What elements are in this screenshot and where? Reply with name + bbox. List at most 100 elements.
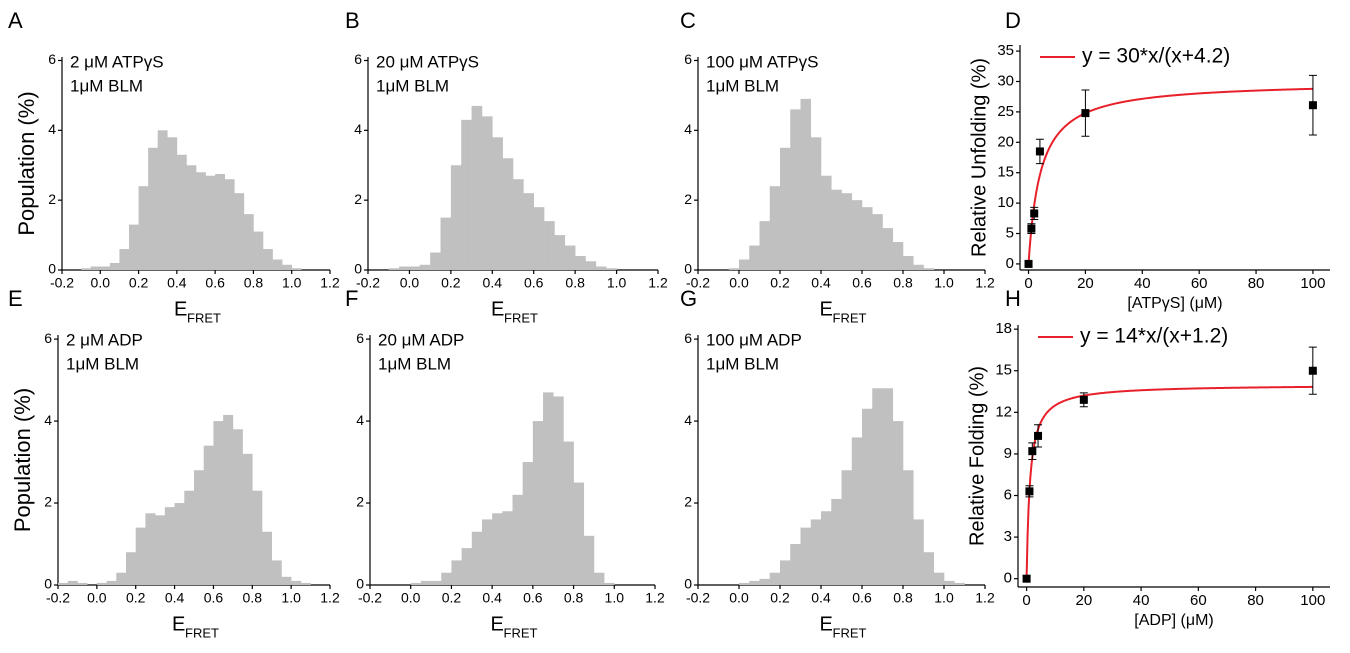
bar: [194, 470, 205, 585]
bar: [913, 264, 924, 270]
point: [1081, 109, 1090, 118]
x-tick-label: 60: [1190, 592, 1207, 609]
bar: [790, 544, 801, 585]
bar: [851, 200, 863, 270]
x-tick-label: 0.0: [729, 275, 749, 291]
bar: [215, 173, 226, 270]
x-tick-label: 0.6: [523, 590, 543, 606]
x-tick-label: 0.4: [483, 275, 503, 291]
y-tick-label: 25: [997, 103, 1014, 120]
point: [1027, 224, 1036, 233]
bar: [129, 224, 139, 270]
bar: [595, 266, 607, 270]
y-tick-label: 30: [997, 72, 1014, 89]
panel-letter: E: [8, 286, 23, 311]
x-label-subscript: FRET: [833, 310, 867, 325]
y-tick-label: 0: [356, 576, 364, 592]
bar: [523, 193, 535, 270]
x-tick-label: 20: [1077, 275, 1094, 292]
y-tick-label: 2: [684, 494, 692, 510]
bar: [841, 470, 853, 585]
bar: [821, 511, 832, 585]
y-tick-label: 0: [48, 261, 56, 277]
y-tick-label: 18: [995, 320, 1012, 337]
x-label: E: [491, 613, 504, 635]
bar: [759, 221, 771, 270]
x-tick-label: 0: [1024, 275, 1032, 292]
annotation: 1μM BLM: [706, 76, 779, 95]
point: [1035, 147, 1044, 156]
x-tick-label: 60: [1191, 275, 1208, 292]
x-tick-label: 0.4: [811, 275, 831, 291]
bar: [253, 231, 264, 270]
bar: [739, 582, 750, 585]
bar: [522, 462, 534, 585]
bar: [263, 249, 273, 270]
bar: [512, 494, 523, 585]
y-tick-label: 9: [1004, 445, 1012, 462]
y-tick-label: 10: [997, 194, 1014, 211]
x-tick-label: 40: [1133, 592, 1150, 609]
bar: [862, 408, 873, 585]
y-label: Population (%): [10, 388, 35, 532]
bar: [440, 217, 452, 270]
bar: [106, 580, 117, 585]
x-label: [ATPγS] (μM): [1127, 295, 1222, 312]
y-tick-label: 0: [354, 261, 362, 277]
x-tick-label: 0.8: [564, 590, 584, 606]
point: [1025, 487, 1034, 496]
x-tick-label: 0.2: [441, 275, 461, 291]
annotation: 1μM BLM: [376, 76, 449, 95]
panel-letter: C: [680, 8, 696, 33]
y-tick-label: 4: [684, 412, 692, 428]
y-tick-label: 6: [684, 330, 692, 346]
y-tick-label: 3: [1004, 528, 1012, 545]
bar: [841, 193, 853, 270]
bar: [409, 266, 421, 270]
bar: [553, 396, 564, 585]
x-label: [ADP] (μM): [1134, 612, 1213, 629]
y-label: Population (%): [14, 91, 39, 235]
bar: [800, 527, 812, 585]
bar: [872, 214, 883, 270]
x-tick-label: 0.6: [204, 590, 224, 606]
x-tick-label: 0.2: [770, 275, 790, 291]
bar: [872, 388, 883, 585]
bar: [243, 214, 254, 270]
bar: [450, 165, 462, 270]
x-label-subscript: FRET: [504, 310, 538, 325]
bar: [944, 580, 955, 585]
bar: [430, 252, 441, 270]
x-tick-label: -0.2: [686, 275, 710, 291]
x-tick-label: 1.2: [320, 275, 340, 291]
bar: [271, 560, 282, 585]
x-tick-label: 0.6: [852, 590, 872, 606]
x-tick-label: 0.6: [524, 275, 544, 291]
x-tick-label: 1.2: [648, 275, 668, 291]
fit-curve: [1027, 87, 1313, 264]
y-tick-label: 6: [48, 51, 56, 67]
bar: [174, 503, 185, 585]
bar: [262, 531, 273, 585]
bar: [224, 179, 235, 270]
bar: [109, 263, 120, 270]
bar: [167, 137, 178, 270]
bar: [892, 242, 904, 270]
bar: [810, 519, 822, 585]
x-tick-label: 20: [1075, 592, 1092, 609]
bar: [780, 560, 791, 585]
bar: [451, 560, 462, 585]
y-tick-label: 4: [354, 121, 362, 137]
bar: [419, 264, 431, 270]
x-tick-label: 0.2: [126, 590, 146, 606]
bar: [461, 119, 472, 270]
legend-label: y = 14*x/(x+1.2): [1080, 325, 1228, 348]
y-tick-label: 12: [995, 403, 1012, 420]
point: [1028, 447, 1037, 456]
bar: [119, 249, 130, 270]
bar: [157, 130, 168, 270]
bar: [913, 519, 924, 585]
y-label: Relative Unfolding (%): [968, 58, 990, 257]
bar: [573, 482, 585, 585]
